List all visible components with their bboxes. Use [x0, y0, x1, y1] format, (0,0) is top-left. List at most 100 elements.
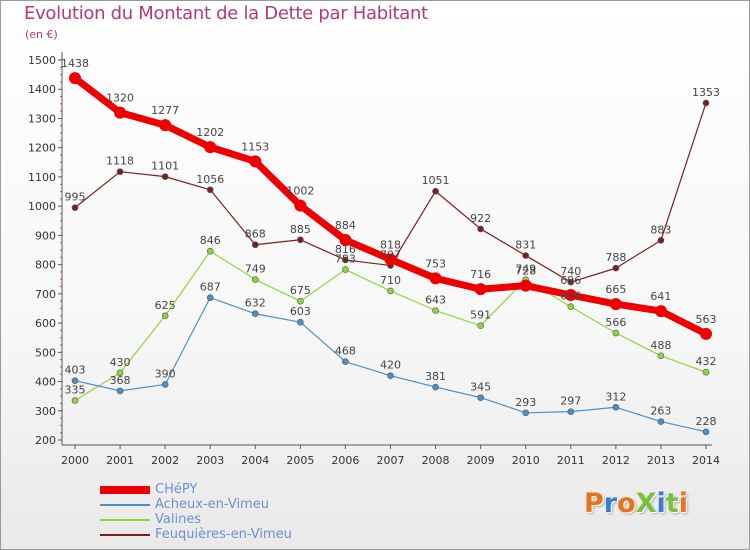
data-label: 625: [155, 299, 176, 312]
data-label: 753: [425, 257, 446, 270]
x-tick-label: 2010: [512, 454, 540, 467]
data-point-0: [294, 199, 307, 212]
data-point-1: [161, 381, 169, 388]
data-point-3: [71, 204, 79, 211]
line-chart: 200 300 400 500 600 700 800 900 1000 1100 1200 1300…: [28, 52, 720, 467]
y-tick-label: 1100: [28, 171, 56, 184]
data-label: 885: [290, 223, 311, 236]
data-label: 563: [696, 313, 717, 326]
data-point-0: [159, 119, 172, 132]
data-label: 675: [290, 284, 311, 297]
data-label: 868: [245, 228, 266, 241]
data-label: 1277: [151, 104, 179, 117]
data-point-3: [161, 173, 169, 180]
legend-label: Acheux-en-Vimeu: [155, 497, 269, 512]
y-tick-label: 1400: [28, 83, 56, 96]
data-point-2: [567, 303, 575, 311]
y-tick-label: 1500: [28, 54, 56, 67]
data-label: 345: [470, 381, 491, 394]
data-point-0: [384, 253, 397, 266]
data-label: 716: [470, 268, 491, 281]
y-tick-label: 700: [35, 288, 56, 301]
data-point-3: [702, 99, 710, 107]
data-point-3: [206, 186, 214, 194]
logo-letter: i: [656, 488, 666, 519]
data-label: 566: [605, 316, 626, 329]
y-tick-label: 300: [35, 405, 56, 418]
logo-letter: r: [603, 488, 618, 519]
data-label: 740: [560, 265, 581, 278]
x-tick-label: 2014: [692, 454, 720, 467]
data-label: 228: [696, 415, 717, 428]
x-tick-label: 2006: [331, 454, 359, 467]
x-tick-label: 2011: [557, 454, 585, 467]
data-point-2: [387, 287, 394, 295]
data-point-2: [342, 266, 349, 273]
logo-letter: P: [584, 488, 604, 519]
logo-letter: t: [665, 488, 679, 519]
data-point-0: [429, 272, 442, 285]
chart-title: Evolution du Montant de la Dette par Hab…: [24, 3, 428, 24]
data-label: 687: [200, 281, 221, 294]
data-label: 883: [650, 223, 671, 236]
x-tick-label: 2004: [241, 454, 269, 467]
data-point-2: [297, 297, 304, 305]
data-point-3: [522, 252, 530, 259]
data-label: 846: [200, 234, 221, 247]
legend-label: CHéPY: [155, 482, 198, 497]
data-label: 1056: [196, 173, 224, 186]
data-point-1: [702, 428, 710, 436]
data-point-0: [654, 305, 667, 318]
data-point-1: [432, 383, 439, 391]
x-tick-label: 2008: [422, 454, 450, 467]
legend-label: Valines: [155, 512, 202, 527]
data-point-3: [297, 236, 304, 244]
y-tick-label: 800: [35, 259, 56, 272]
data-label: 995: [65, 191, 86, 204]
data-point-2: [161, 312, 169, 320]
x-tick-label: 2005: [286, 454, 314, 467]
data-point-1: [297, 318, 304, 326]
data-label: 403: [65, 364, 86, 377]
chart-unit-label: (en €): [25, 28, 58, 41]
data-label: 1101: [151, 160, 179, 173]
data-point-1: [206, 294, 214, 301]
logo-letter: i: [678, 488, 688, 519]
x-tick-label: 2013: [647, 454, 675, 467]
data-label: 368: [110, 374, 131, 387]
data-label: 591: [470, 309, 491, 322]
data-point-1: [567, 408, 575, 415]
data-point-0: [519, 279, 532, 292]
data-point-1: [477, 394, 484, 401]
legend-swatch: [100, 486, 150, 494]
data-point-0: [249, 155, 262, 168]
legend-swatch: [100, 504, 150, 506]
data-point-0: [609, 298, 622, 311]
data-point-1: [387, 372, 394, 379]
data-point-2: [206, 247, 214, 255]
y-tick-label: 400: [35, 376, 56, 389]
data-label: 816: [335, 243, 356, 256]
data-label: 430: [110, 356, 131, 369]
data-point-0: [69, 72, 81, 85]
data-label: 293: [515, 396, 536, 409]
data-label: 665: [605, 283, 626, 296]
data-label: 728: [515, 265, 536, 278]
data-point-1: [116, 387, 124, 395]
data-point-2: [702, 368, 710, 376]
y-tick-label: 500: [35, 346, 56, 359]
data-label: 797: [380, 248, 401, 261]
data-label: 922: [470, 212, 491, 225]
data-point-1: [251, 310, 259, 318]
data-point-0: [700, 327, 712, 340]
data-label: 1353: [692, 86, 720, 99]
x-tick-label: 2002: [151, 454, 179, 467]
x-tick-label: 2003: [196, 454, 224, 467]
y-tick-label: 1200: [28, 142, 56, 155]
y-tick-label: 900: [35, 229, 56, 242]
data-label: 831: [515, 239, 536, 252]
data-point-1: [522, 409, 530, 417]
data-label: 884: [335, 219, 356, 232]
data-label: 312: [605, 390, 626, 403]
